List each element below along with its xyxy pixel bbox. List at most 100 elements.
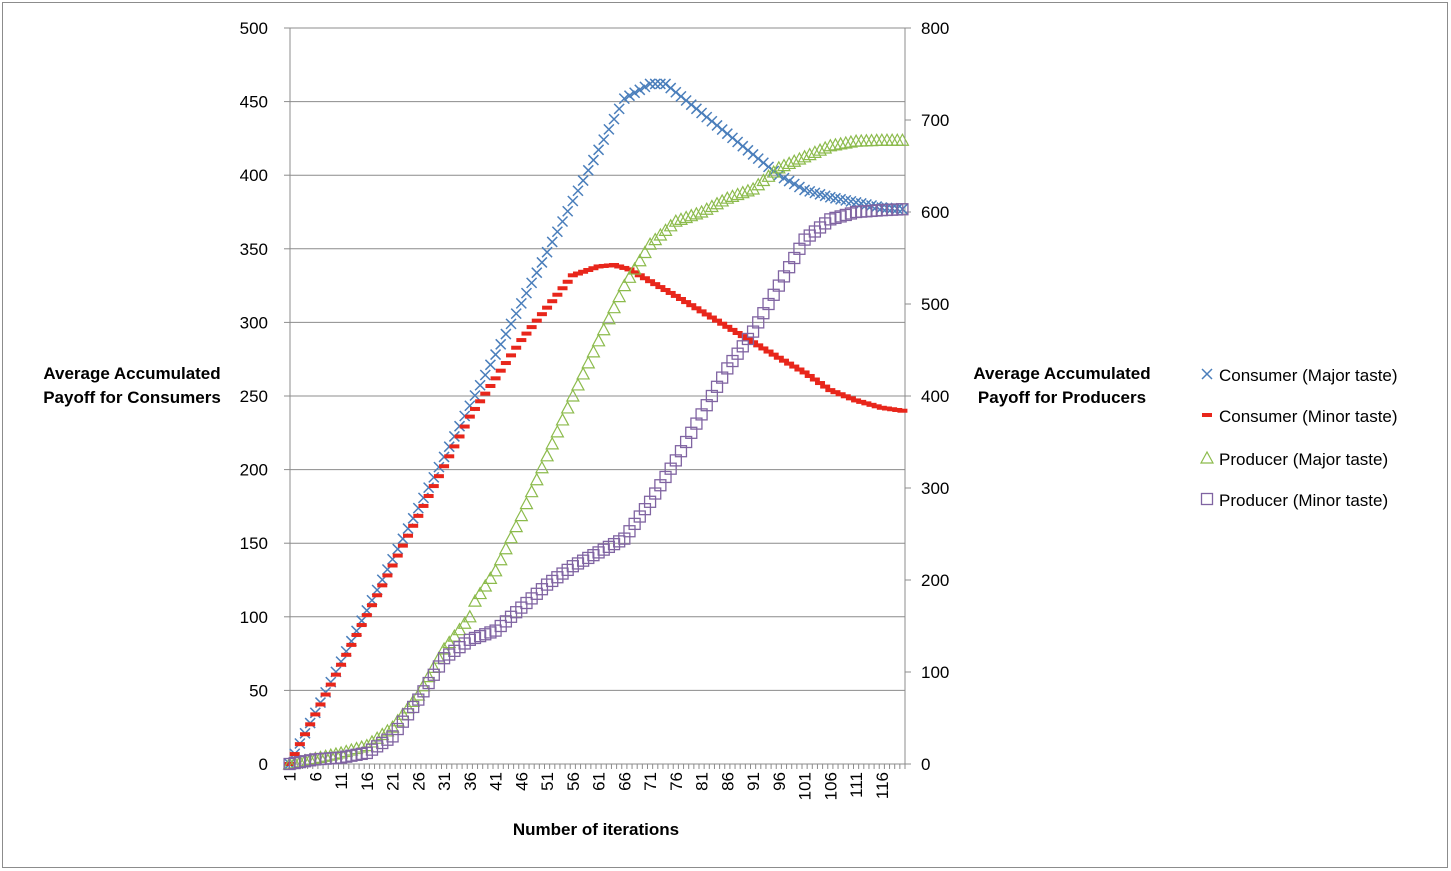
gridlines <box>290 27 905 691</box>
data-point-triangle <box>771 160 786 174</box>
data-point-triangle <box>797 149 812 163</box>
data-point-x <box>654 78 666 90</box>
data-point-x <box>515 297 527 309</box>
data-point-dash <box>305 722 316 727</box>
data-point-dash <box>413 513 424 518</box>
x-tick-label: 41 <box>487 772 506 791</box>
data-point-x <box>598 134 610 146</box>
data-point-dash <box>567 273 578 278</box>
data-point-dash <box>542 305 553 310</box>
right-tick-label: 300 <box>921 479 949 498</box>
data-point-triangle <box>421 669 436 683</box>
data-point-dash <box>459 424 470 429</box>
data-point-dash <box>516 338 527 343</box>
data-point-triangle <box>467 593 482 607</box>
data-point-dash <box>660 288 671 293</box>
data-point-dash <box>366 603 377 608</box>
data-point-triangle <box>838 135 853 149</box>
data-point-dash <box>840 394 851 399</box>
data-point-x <box>778 172 790 184</box>
x-tick-label: 106 <box>821 772 840 800</box>
x-tick-label: 111 <box>847 772 866 798</box>
data-point-dash <box>392 553 403 558</box>
data-point-triangle <box>807 145 822 158</box>
x-tick-label: 36 <box>461 772 480 791</box>
data-point-triangle <box>555 412 570 426</box>
data-point-dash <box>655 285 666 290</box>
legend-label-producer-minor: Producer (Minor taste) <box>1219 491 1388 510</box>
data-point-dash <box>881 406 892 411</box>
data-point-triangle <box>550 424 565 438</box>
data-point-x <box>793 181 805 193</box>
data-point-triangle <box>689 206 704 220</box>
data-point-triangle <box>540 448 555 462</box>
data-point-triangle <box>565 388 580 402</box>
data-point-dash <box>552 292 563 297</box>
x-tick-label: 21 <box>384 772 403 791</box>
x-tick-label: 81 <box>693 772 712 791</box>
right-tick-label: 500 <box>921 295 949 314</box>
x-tick-label: 71 <box>641 772 660 791</box>
data-point-triangle <box>658 223 673 236</box>
data-point-triangle <box>627 261 642 275</box>
data-point-dash <box>830 390 841 395</box>
data-point-triangle <box>776 158 791 172</box>
legend-marker-x-icon <box>1201 368 1213 380</box>
data-point-dash <box>897 408 908 413</box>
data-point-triangle <box>715 193 730 207</box>
data-point-dash <box>408 523 419 528</box>
data-point-x <box>495 338 507 350</box>
data-point-x <box>623 90 636 102</box>
left-tick-label: 50 <box>249 681 268 700</box>
data-point-x <box>593 144 605 156</box>
data-point-dash <box>536 312 547 317</box>
left-axis-tick-labels: 0 50 100 150 200 250 300 350 400 450 500 <box>240 19 268 774</box>
data-point-dash <box>696 309 707 314</box>
data-point-x <box>536 256 548 268</box>
data-point-dash <box>856 399 867 404</box>
data-point-triangle <box>746 181 761 195</box>
data-point-triangle <box>596 322 611 336</box>
data-point-dash <box>593 264 604 269</box>
x-tick-label: 26 <box>409 772 428 791</box>
data-point-dash <box>629 270 640 275</box>
legend-item-consumer-minor: Consumer (Minor taste) <box>1202 407 1398 426</box>
data-point-dash <box>325 682 336 687</box>
left-tick-label: 0 <box>259 755 268 774</box>
data-point-triangle <box>612 289 627 303</box>
data-point-dash <box>511 345 522 350</box>
data-point-dash <box>650 282 661 287</box>
data-point-triangle <box>761 169 776 182</box>
data-point-triangle <box>653 227 668 241</box>
data-point-x <box>603 123 615 135</box>
data-point-dash <box>289 752 300 757</box>
left-tick-label: 400 <box>240 166 268 185</box>
data-point-dash <box>681 300 692 305</box>
data-point-dash <box>876 405 887 410</box>
data-point-dash <box>675 296 686 301</box>
legend: Consumer (Major taste) Consumer (Minor t… <box>1199 366 1398 510</box>
data-point-dash <box>825 388 836 393</box>
legend-marker-square-icon <box>1200 492 1214 506</box>
data-point-triangle <box>704 199 719 213</box>
left-tick-label: 150 <box>240 534 268 553</box>
right-tick-label: 200 <box>921 571 949 590</box>
data-point-dash <box>686 303 697 308</box>
right-tick-label: 800 <box>921 19 949 38</box>
data-point-square <box>896 203 909 216</box>
axes <box>284 27 911 769</box>
data-point-dash <box>639 276 650 281</box>
data-point-x <box>587 154 599 166</box>
data-point-triangle <box>751 177 766 191</box>
data-point-triangle <box>828 137 843 151</box>
data-point-triangle <box>637 245 652 259</box>
data-point-dash <box>773 355 784 360</box>
data-point-dash <box>809 377 820 382</box>
data-point-x <box>618 93 630 105</box>
x-tick-label: 31 <box>435 772 454 791</box>
data-point-dash <box>506 353 517 358</box>
data-point-triangle <box>673 212 688 225</box>
data-point-triangle <box>581 355 596 369</box>
data-point-dash <box>418 503 429 508</box>
series-square <box>283 203 909 771</box>
